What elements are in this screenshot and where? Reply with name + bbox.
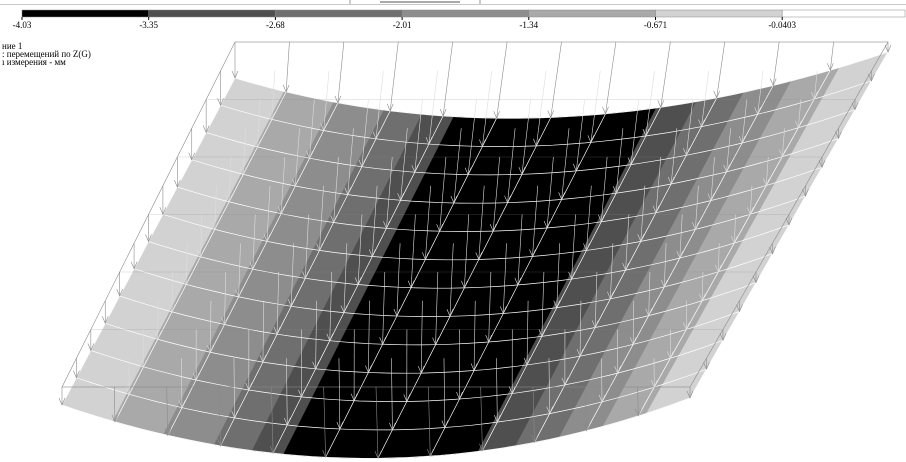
legend-label: -2.01 <box>393 20 412 30</box>
viewport: -4.03-3.35-2.68-2.01-1.34-0.671-0.0403 н… <box>0 0 906 462</box>
legend-swatch <box>529 10 656 17</box>
legend-label: -0.671 <box>644 20 667 30</box>
legend-swatch <box>656 10 783 17</box>
legend-swatch <box>149 10 276 17</box>
legend-swatch <box>402 10 529 17</box>
legend-label: -4.03 <box>13 20 32 30</box>
legend-swatch <box>782 10 905 17</box>
legend-label: -2.68 <box>266 20 285 30</box>
legend-label: -1.34 <box>519 20 538 30</box>
legend-label: -0.0403 <box>768 20 796 30</box>
legend-swatch <box>275 10 402 17</box>
legend-swatch <box>22 10 149 17</box>
caption-line: ı измерения - мм <box>2 57 66 67</box>
legend-label: -3.35 <box>139 20 158 30</box>
